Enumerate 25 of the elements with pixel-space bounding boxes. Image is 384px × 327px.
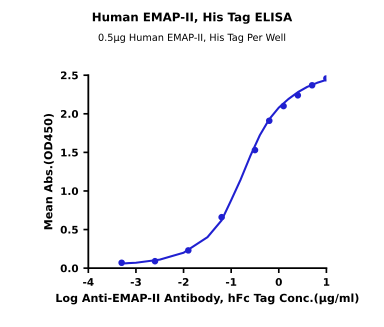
y-axis-title: Mean Abs.(OD450): [44, 114, 54, 230]
y-tick-label: 2.0: [60, 110, 78, 118]
x-tick-label: 0: [276, 278, 282, 286]
point: [266, 117, 273, 124]
y-tick-label: 0.5: [60, 226, 78, 234]
y-tick-label: 2.5: [60, 71, 78, 80]
point: [152, 258, 158, 264]
point: [280, 102, 287, 110]
x-tick-label: -4: [83, 278, 94, 286]
point: [294, 92, 302, 99]
point: [252, 146, 258, 154]
y-tick-label: 1.5: [61, 148, 78, 156]
point: [308, 82, 316, 89]
x-tick-label: -1: [226, 278, 236, 286]
x-tick-label: -3: [130, 278, 141, 286]
y-tick-label: 1.0: [61, 187, 78, 196]
x-tick-label: -2: [178, 278, 188, 286]
chart-title: Human EMAP-II, His Tag ELISA: [92, 12, 292, 24]
y-tick-label: 0.0: [60, 264, 78, 272]
point: [118, 259, 125, 266]
point: [218, 214, 225, 220]
chart-subtitle: 0.5μg Human EMAP-II, His Tag Per Well: [98, 33, 286, 43]
x-axis-title: Log Anti-EMAP-II Antibody, hFc Tag Conc.(μg/ml): [56, 294, 358, 304]
x-tick-label: 1: [324, 278, 330, 286]
point: [185, 247, 192, 254]
